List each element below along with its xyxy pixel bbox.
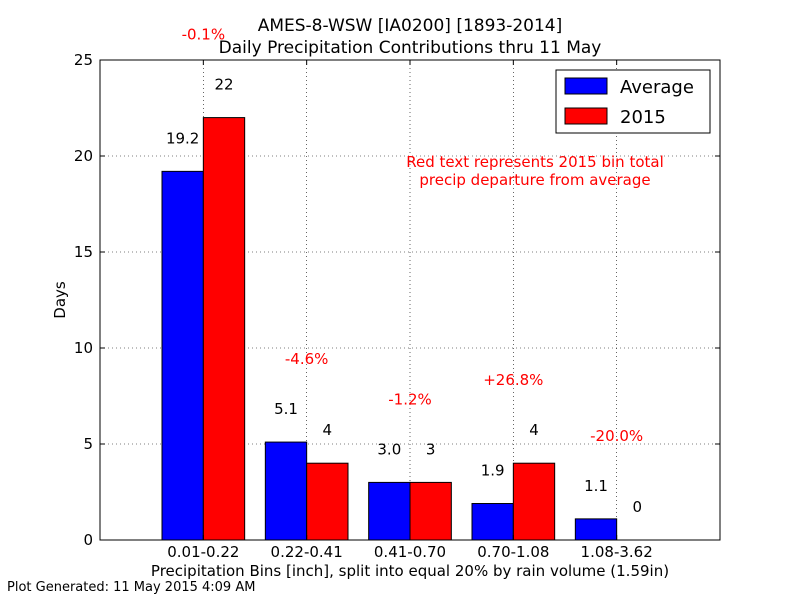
bar-s2015-2 — [409, 481, 452, 541]
bar-s2015-3 — [512, 462, 556, 541]
value-label-average-1: 5.1 — [274, 400, 298, 418]
y-tick-label: 25 — [74, 51, 93, 69]
value-label-average-4: 1.1 — [584, 477, 608, 495]
value-label-average-2: 3.0 — [377, 440, 401, 458]
value-label-s2015-2: 3 — [426, 440, 436, 458]
value-labels-group: 19.2 22 5.1 4 3.0 3 1.9 4 1.1 0 — [166, 76, 642, 516]
note-line1: Red text represents 2015 bin total — [406, 153, 664, 171]
bar-average-1 — [264, 441, 308, 541]
x-axis: 0.01-0.22 0.22-0.41 0.41-0.70 0.70-1.08 1.08… — [167, 60, 653, 561]
bar-average-2 — [368, 481, 411, 541]
departure-labels-group: -0.1% -4.6% -1.2% +26.8% -20.0% — [182, 26, 644, 445]
value-label-s2015-4: 0 — [633, 498, 643, 516]
y-tick-label: 5 — [83, 435, 93, 453]
departure-label-1: -4.6% — [285, 350, 329, 368]
bar-average-0 — [161, 170, 204, 541]
value-label-s2015-0: 22 — [214, 76, 233, 94]
bar-average-3 — [471, 503, 514, 541]
legend-swatch-2015 — [564, 107, 608, 125]
plot-generated-footer: Plot Generated: 11 May 2015 4:09 AM — [7, 580, 255, 595]
value-label-average-0: 19.2 — [166, 129, 199, 147]
y-tick-label: 15 — [74, 243, 93, 261]
legend-label-average: Average — [620, 77, 694, 98]
bar-average-4 — [574, 518, 618, 541]
x-tick-label: 0.70-1.08 — [477, 543, 549, 561]
legend-swatch-average — [564, 77, 608, 95]
bars-group — [161, 117, 618, 541]
note-line2: precip departure from average — [419, 171, 650, 189]
y-tick-label: 0 — [83, 531, 93, 549]
departure-label-0: -0.1% — [182, 26, 226, 44]
bar-s2015-0 — [202, 117, 246, 541]
chart-title-line2: Daily Precipitation Contributions thru 1… — [219, 38, 602, 58]
x-tick-label: 0.22-0.41 — [271, 543, 343, 561]
bar-s2015-1 — [306, 462, 349, 541]
legend: Average 2015 — [555, 69, 711, 134]
value-label-s2015-1: 4 — [323, 421, 333, 439]
legend-label-2015: 2015 — [620, 107, 666, 128]
value-label-s2015-3: 4 — [529, 421, 539, 439]
y-axis-label: Days — [51, 281, 69, 319]
x-tick-label: 0.41-0.70 — [374, 543, 446, 561]
value-label-average-3: 1.9 — [481, 462, 505, 480]
y-axis: 0 5 10 15 20 25 — [74, 51, 720, 549]
x-tick-label: 0.01-0.22 — [167, 543, 239, 561]
chart-title-line1: AMES-8-WSW [IA0200] [1893-2014] — [258, 16, 563, 36]
departure-label-4: -20.0% — [590, 427, 643, 445]
y-tick-label: 20 — [74, 147, 93, 165]
y-tick-label: 10 — [74, 339, 93, 357]
departure-label-2: -1.2% — [388, 390, 432, 408]
x-axis-label: Precipitation Bins [inch], split into eq… — [151, 562, 669, 580]
x-tick-label: 1.08-3.62 — [581, 543, 653, 561]
departure-label-3: +26.8% — [483, 371, 543, 389]
